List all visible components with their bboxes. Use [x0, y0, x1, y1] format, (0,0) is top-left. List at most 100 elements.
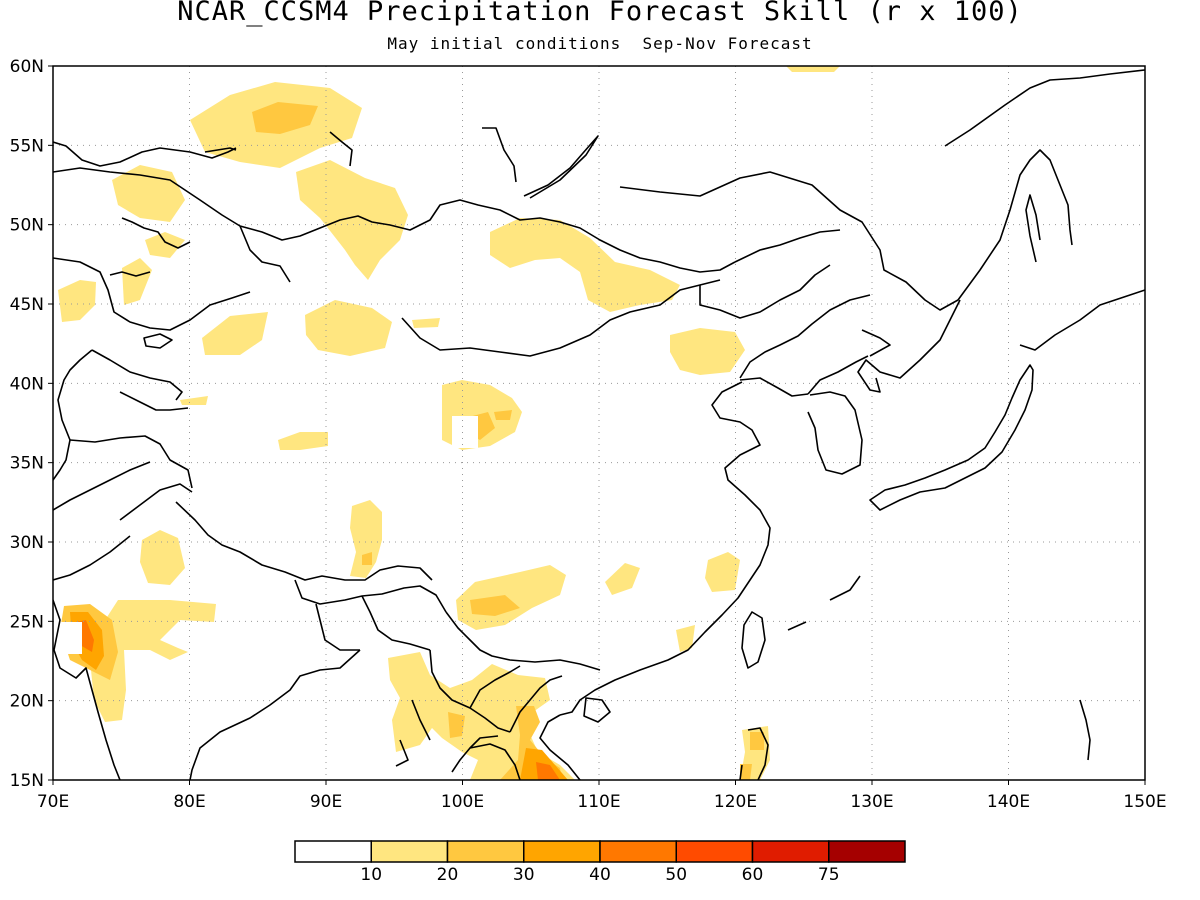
coastline: [747, 727, 769, 780]
coastline: [143, 333, 173, 349]
skill-region: [490, 218, 680, 312]
border: [91, 349, 183, 401]
coastline: [944, 69, 1145, 147]
y-tick-label: 50N: [10, 216, 44, 236]
skill-region: [296, 160, 408, 280]
skill-region: [305, 300, 392, 356]
coastline: [829, 575, 861, 601]
colorbar-label: 75: [818, 865, 840, 885]
coastline: [109, 271, 151, 277]
border: [53, 535, 131, 581]
y-tick-label: 20N: [10, 692, 44, 712]
coastline: [204, 147, 237, 153]
x-tick-label: 70E: [37, 792, 69, 812]
skill-region: [140, 530, 185, 585]
colorbar-swatch: [599, 840, 677, 863]
skill-region: [90, 600, 216, 722]
coastline: [121, 217, 191, 249]
x-tick-label: 120E: [714, 792, 757, 812]
skill-region: [456, 565, 566, 630]
colorbar-label: 30: [513, 865, 535, 885]
y-tick-label: 40N: [10, 374, 44, 394]
border: [739, 294, 871, 379]
skill-shading-layer: [58, 66, 840, 780]
latitude-labels: 15N 20N 25N 30N 35N 40N 45N 50N 55N 60N: [10, 57, 44, 791]
y-tick-label: 15N: [10, 771, 44, 791]
coastline: [53, 599, 121, 780]
skill-region: [362, 552, 372, 565]
y-tick-label: 30N: [10, 533, 44, 553]
colorbar-swatch: [370, 840, 449, 863]
colorbar-label: 10: [360, 865, 382, 885]
coastline: [1079, 699, 1091, 761]
border: [361, 595, 431, 651]
skill-region: [412, 318, 440, 328]
skill-region: [470, 595, 520, 616]
coastline: [857, 299, 961, 393]
coastline: [523, 135, 599, 199]
grid-lines: [53, 66, 1145, 780]
map-subtitle: May initial conditions Sep-Nov Forecast: [387, 34, 813, 53]
y-tick-label: 25N: [10, 612, 44, 632]
colorbar-swatch: [828, 840, 906, 863]
y-tick-label: 35N: [10, 454, 44, 474]
coastline: [739, 377, 809, 397]
border: [411, 699, 431, 741]
border: [699, 264, 831, 319]
map-title: NCAR_CCSM4 Precipitation Forecast Skill …: [177, 0, 1023, 27]
border: [53, 461, 151, 511]
border: [509, 675, 563, 733]
skill-region: [122, 258, 152, 305]
coastline: [53, 141, 237, 167]
skill-region: [448, 712, 465, 738]
skill-region: [494, 410, 512, 420]
skill-region: [705, 552, 740, 592]
border: [53, 257, 251, 331]
colorbar-swatch: [294, 840, 372, 863]
skill-region: [536, 762, 560, 780]
border: [401, 279, 721, 357]
skill-region: [58, 280, 96, 322]
coastline: [539, 714, 581, 780]
skill-region: [605, 563, 640, 595]
border: [119, 483, 193, 521]
coastline: [739, 764, 743, 780]
skill-region: [252, 102, 318, 134]
border: [807, 355, 869, 395]
colorbar-label: 50: [665, 865, 687, 885]
skill-region: [350, 500, 382, 578]
coastline: [1019, 289, 1145, 351]
colorbar-label: 40: [589, 865, 611, 885]
border: [469, 735, 499, 749]
coastline: [741, 611, 766, 669]
coastline: [451, 743, 521, 780]
coastline: [869, 364, 1034, 511]
skill-region: [145, 232, 185, 258]
skill-region: [740, 764, 752, 780]
coastline: [189, 649, 361, 780]
coastline: [583, 697, 611, 723]
coastline: [482, 127, 517, 183]
skill-region: [180, 396, 208, 405]
y-tick-label: 55N: [10, 136, 44, 156]
y-tick-label: 45N: [10, 295, 44, 315]
border: [469, 665, 521, 709]
longitude-labels: 70E 80E 90E 100E 110E 120E 130E 140E 150E: [37, 792, 1167, 812]
coastline: [807, 391, 863, 475]
masked-cell: [452, 416, 478, 448]
coastlines-and-borders: [53, 69, 1145, 780]
border: [861, 329, 891, 357]
skill-region: [676, 625, 695, 652]
colorbar-legend: 10 20 30 40 50 60 75: [294, 840, 906, 885]
axis-ticks: [48, 65, 1146, 785]
x-tick-label: 140E: [987, 792, 1030, 812]
colorbar-swatch: [523, 840, 601, 863]
border: [239, 225, 291, 283]
masked-cell: [58, 622, 82, 654]
border: [119, 391, 189, 411]
skill-region: [750, 732, 764, 750]
colorbar-swatch: [751, 840, 830, 863]
colorbar-swatch: [675, 840, 754, 863]
x-tick-label: 150E: [1123, 792, 1166, 812]
border: [175, 501, 433, 581]
